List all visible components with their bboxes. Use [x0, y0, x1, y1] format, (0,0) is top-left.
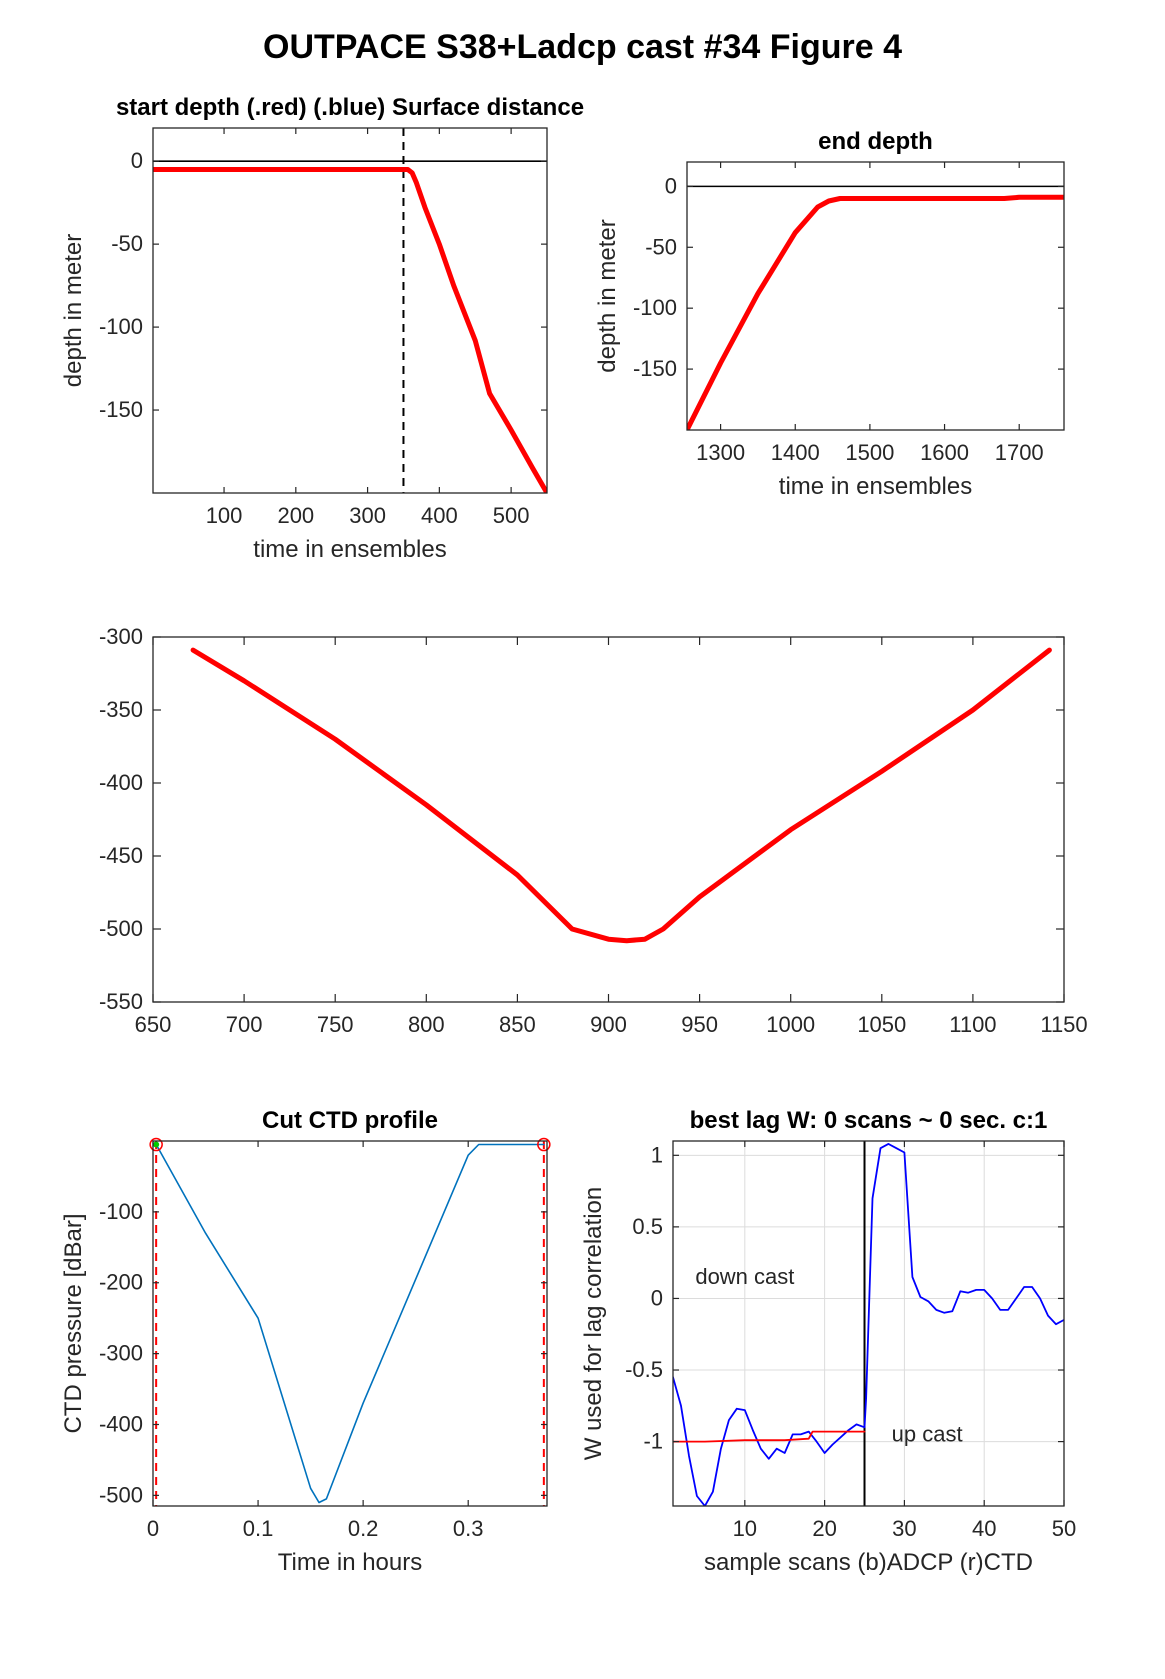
x-tick-label: 1700: [995, 440, 1044, 465]
axes-background: [687, 162, 1064, 430]
y-tick-label: -450: [99, 843, 143, 868]
y-tick-label: -1: [643, 1429, 663, 1454]
y-tick-label: -300: [99, 1341, 143, 1366]
y-tick-label: -150: [633, 356, 677, 381]
x-tick-label: 700: [226, 1012, 263, 1037]
start-depth-panel: 100 200 300 400 500 -150 -100 -50 0 start depth (…: [60, 94, 584, 563]
series-line: [155, 1143, 545, 1504]
y-tick-label: -50: [645, 234, 677, 259]
x-tick-label: 1500: [845, 440, 894, 465]
endpoint-marker-circle: [537, 1137, 551, 1152]
axes-background: [153, 637, 1064, 1002]
x-tick-label: 1600: [920, 440, 969, 465]
y-tick-label: -100: [99, 314, 143, 339]
plot-area: [153, 128, 547, 493]
series-line: [673, 1143, 1064, 1506]
plot-area: [687, 185, 1064, 430]
x-tick-label: 400: [421, 503, 458, 528]
chart-title: best lag W: 0 scans ~ 0 sec. c:1: [690, 1107, 1048, 1134]
y-axis-label: depth in meter: [594, 219, 621, 372]
chart-title: start depth (.red) (.blue) Surface dista…: [116, 94, 584, 121]
y-tick-label: -50: [111, 231, 143, 256]
x-tick-label: 20: [812, 1516, 836, 1541]
series-line: [190, 647, 1052, 944]
y-tick-label: -100: [99, 1199, 143, 1224]
best-lag-panel: 10 20 30 40 50 -1 -0.5 0 0.5 1 best lag W: 0 scans…: [580, 1107, 1076, 1576]
y-tick-label: -400: [99, 770, 143, 795]
y-tick-label: 0: [651, 1285, 663, 1310]
y-tick-label: -200: [99, 1270, 143, 1295]
y-tick-label: -500: [99, 916, 143, 941]
plot-area: [673, 1141, 1064, 1506]
x-tick-label: 850: [499, 1012, 536, 1037]
y-tick-label: 0: [131, 148, 143, 173]
series-line: [673, 1430, 866, 1443]
x-tick-label: 200: [277, 503, 314, 528]
y-axis-label: depth in meter: [60, 234, 87, 387]
x-tick-label: 10: [733, 1516, 757, 1541]
y-axis-label: CTD pressure [dBar]: [60, 1213, 87, 1433]
y-tick-label: -350: [99, 697, 143, 722]
x-tick-label: 0.3: [453, 1516, 484, 1541]
x-tick-label: 750: [317, 1012, 354, 1037]
x-axis-label: time in ensembles: [253, 536, 446, 563]
y-tick-label: 1: [651, 1142, 663, 1167]
chart-title: Cut CTD profile: [262, 1107, 438, 1134]
axes-frame: [152, 1140, 548, 1507]
y-axis-label: W used for lag correlation: [580, 1187, 607, 1460]
x-tick-label: 0.2: [348, 1516, 379, 1541]
axes-background: [153, 1141, 547, 1506]
middle-profile-panel: 650 700 750 800 850 900 950 1000 1050 1100 1150 -55…: [99, 624, 1088, 1037]
end-depth-panel: 1300 1400 1500 1600 1700 -150 -100 -50 0 end dept…: [594, 128, 1065, 500]
x-tick-label: 900: [590, 1012, 627, 1037]
x-axis-label: time in ensembles: [779, 473, 972, 500]
cut-ctd-profile-panel: 0 0.1 0.2 0.3 -500 -400 -300 -200 -100 Cut CTD pr…: [60, 1107, 551, 1576]
x-tick-label: 800: [408, 1012, 445, 1037]
y-tick-label: 0.5: [632, 1214, 663, 1239]
plot-area: [190, 647, 1052, 944]
start-marker-dot: [153, 1141, 160, 1148]
x-tick-label: 1050: [857, 1012, 906, 1037]
y-tick-label: -100: [633, 295, 677, 320]
x-tick-label: 0.1: [243, 1516, 274, 1541]
y-tick-label: -500: [99, 1482, 143, 1507]
series-line: [153, 167, 547, 493]
endpoint-marker-circle: [149, 1137, 163, 1152]
chart-title: end depth: [818, 128, 933, 155]
x-tick-label: 0: [147, 1516, 159, 1541]
x-axis-label: sample scans (b)ADCP (r)CTD: [704, 1549, 1033, 1576]
chart-annotation: up cast: [892, 1422, 963, 1447]
y-tick-label: -300: [99, 624, 143, 649]
x-axis-label: Time in hours: [278, 1549, 423, 1576]
x-tick-label: 50: [1052, 1516, 1076, 1541]
x-tick-label: 100: [206, 503, 243, 528]
x-tick-label: 500: [493, 503, 530, 528]
x-tick-label: 1100: [949, 1012, 996, 1037]
x-tick-label: 1000: [766, 1012, 815, 1037]
y-tick-label: 0: [665, 173, 677, 198]
y-tick-label: -150: [99, 397, 143, 422]
axes-frame: [686, 161, 1065, 431]
x-tick-label: 650: [135, 1012, 172, 1037]
y-tick-label: -0.5: [625, 1357, 663, 1382]
x-tick-label: 1300: [696, 440, 745, 465]
x-tick-label: 40: [972, 1516, 996, 1541]
x-tick-label: 950: [681, 1012, 718, 1037]
axes-frame: [152, 127, 548, 494]
y-tick-label: -400: [99, 1411, 143, 1436]
x-tick-label: 30: [892, 1516, 916, 1541]
x-tick-label: 300: [349, 503, 386, 528]
axes-background: [153, 128, 547, 493]
y-tick-label: -550: [99, 989, 143, 1014]
series-line: [687, 194, 1064, 430]
x-tick-label: 1400: [771, 440, 820, 465]
axes-frame: [672, 1140, 1065, 1507]
x-tick-label: 1150: [1040, 1012, 1087, 1037]
chart-annotation: down cast: [695, 1264, 794, 1289]
figure-title: OUTPACE S38+Ladcp cast #34 Figure 4: [263, 28, 902, 66]
plot-area: [155, 1141, 545, 1506]
